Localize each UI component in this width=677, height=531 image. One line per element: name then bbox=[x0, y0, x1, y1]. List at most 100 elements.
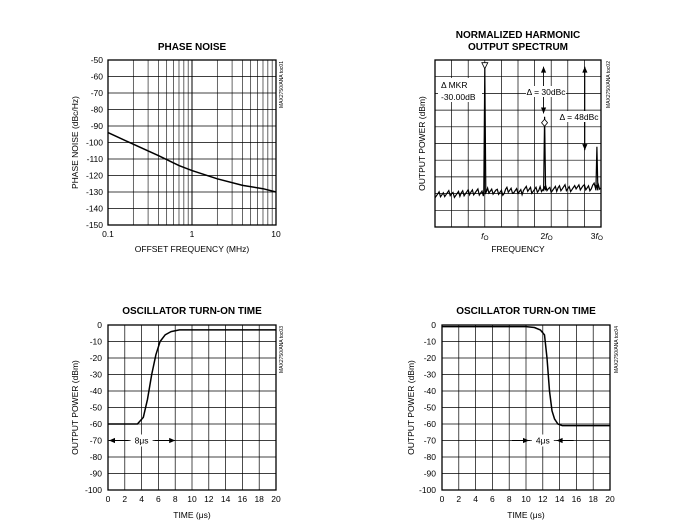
y-axis-label: OUTPUT POWER (dBm) bbox=[417, 96, 427, 191]
plot-frame bbox=[107, 59, 277, 226]
side-label: MAX2750/ANA toc02 bbox=[606, 61, 612, 108]
x-tick-label: 14 bbox=[555, 494, 565, 504]
y-tick-label: -120 bbox=[86, 171, 103, 181]
x-tick-label: 3fO bbox=[591, 231, 603, 242]
y-tick-label: -50 bbox=[90, 403, 103, 413]
x-tick-label: fO bbox=[481, 231, 488, 242]
y-tick-label: -100 bbox=[419, 485, 436, 495]
x-tick-label: 12 bbox=[204, 494, 214, 504]
y-tick-label: -40 bbox=[90, 386, 103, 396]
arrow-left-icon bbox=[556, 437, 563, 444]
annotation-background bbox=[526, 86, 566, 97]
x-tick-label: 8 bbox=[507, 494, 512, 504]
y-tick-label: -70 bbox=[91, 88, 104, 98]
x-tick-label: 10 bbox=[271, 229, 281, 239]
chart-title-line: NORMALIZED HARMONIC bbox=[456, 30, 580, 41]
y-tick-label: -130 bbox=[86, 187, 103, 197]
arrow-right-icon bbox=[523, 437, 529, 444]
duration-label: 4μs bbox=[536, 436, 550, 446]
marker-value: -30.00dB bbox=[441, 92, 476, 102]
y-tick-label: -100 bbox=[85, 485, 102, 495]
x-tick-label: 2 bbox=[122, 494, 127, 504]
y-tick-label: -80 bbox=[90, 452, 103, 462]
annotation-background bbox=[438, 78, 482, 102]
y-tick-label: -50 bbox=[91, 55, 104, 65]
arrow-down-icon bbox=[540, 107, 547, 114]
y-axis-label: OUTPUT POWER (dBm) bbox=[70, 360, 80, 455]
y-tick-label: -20 bbox=[90, 353, 103, 363]
x-axis-label: TIME (μs) bbox=[173, 510, 211, 520]
y-tick-label: -80 bbox=[424, 452, 437, 462]
y-tick-label: -60 bbox=[424, 419, 437, 429]
phase-noise-line bbox=[107, 131, 277, 193]
side-label: MAX2750/ANA toc03 bbox=[279, 326, 285, 373]
chart-title: OSCILLATOR TURN-ON TIME bbox=[122, 306, 262, 317]
chart-title: PHASE NOISE bbox=[158, 42, 227, 53]
annotation-background bbox=[559, 111, 599, 122]
arrow-left-icon bbox=[109, 437, 115, 444]
marker-label: Δ MKR bbox=[441, 80, 467, 90]
y-tick-label: -90 bbox=[91, 121, 104, 131]
y-tick-label: -150 bbox=[86, 220, 103, 230]
y-tick-label: -30 bbox=[90, 370, 103, 380]
y-tick-label: -60 bbox=[90, 419, 103, 429]
x-tick-label: 12 bbox=[538, 494, 548, 504]
delta-48-label: Δ = 48dBc bbox=[560, 112, 600, 122]
y-tick-label: 0 bbox=[431, 320, 436, 330]
arrow-up-icon bbox=[582, 66, 588, 73]
plot-frame bbox=[441, 324, 611, 491]
x-tick-label: 20 bbox=[605, 494, 615, 504]
y-tick-label: -90 bbox=[90, 469, 103, 479]
spectrum-trace bbox=[434, 66, 602, 199]
phase-noise-chart: -50 -60 -70 -80 -90 -100 -110 -120 -130 -140 -1500… bbox=[70, 42, 285, 254]
arrow-down-icon bbox=[582, 144, 588, 151]
y-tick-label: -20 bbox=[424, 353, 437, 363]
x-tick-label: 4 bbox=[139, 494, 144, 504]
x-tick-label: 0 bbox=[440, 494, 445, 504]
arrow-right-icon bbox=[169, 437, 176, 444]
y-tick-label: -70 bbox=[90, 436, 103, 446]
y-tick-label: -10 bbox=[424, 337, 437, 347]
chart-title: OSCILLATOR TURN-ON TIME bbox=[456, 306, 596, 317]
x-tick-label: 6 bbox=[156, 494, 161, 504]
x-tick-label: 6 bbox=[490, 494, 495, 504]
x-tick-label: 14 bbox=[221, 494, 231, 504]
y-tick-label: -50 bbox=[424, 403, 437, 413]
output-power-line bbox=[442, 325, 610, 427]
x-tick-label: 1 bbox=[190, 229, 195, 239]
y-tick-label: -10 bbox=[90, 337, 103, 347]
annotation-background bbox=[130, 434, 153, 447]
y-tick-label: -90 bbox=[424, 469, 437, 479]
x-tick-label: 8 bbox=[173, 494, 178, 504]
y-tick-label: -110 bbox=[87, 154, 104, 164]
plot-frame bbox=[107, 324, 277, 491]
turn-on-time-chart-left: 0 -10 -20 -30 -40 -50 -60 -70 -80 -90 -100 0 2 4 6 8 10 1… bbox=[70, 306, 285, 520]
side-label: MAX2750/ANA toc04 bbox=[614, 326, 620, 373]
y-tick-label: 0 bbox=[97, 320, 102, 330]
side-label: MAX2750/ANA toc01 bbox=[279, 61, 285, 108]
marker-diamond-icon bbox=[541, 118, 549, 127]
y-tick-label: -80 bbox=[91, 105, 104, 115]
duration-label: 8μs bbox=[135, 436, 149, 446]
x-tick-label: 16 bbox=[572, 494, 582, 504]
x-tick-label: 16 bbox=[238, 494, 248, 504]
turn-on-time-chart-right: 0 -10 -20 -30 -40 -50 -60 -70 -80 -90 -100 0 2 4 6 8 10 1… bbox=[406, 306, 620, 520]
x-tick-label: 10 bbox=[187, 494, 197, 504]
annotation-background bbox=[531, 434, 554, 447]
chart-title-line: OUTPUT SPECTRUM bbox=[468, 42, 568, 53]
plot-frame bbox=[434, 59, 602, 228]
y-axis-label: OUTPUT POWER (dBm) bbox=[406, 360, 416, 455]
y-axis-label: PHASE NOISE (dBc/Hz) bbox=[70, 96, 80, 189]
output-power-line bbox=[108, 329, 276, 425]
x-axis-label: TIME (μs) bbox=[507, 510, 545, 520]
x-tick-label: 2fO bbox=[540, 231, 552, 242]
y-tick-label: -40 bbox=[424, 386, 437, 396]
y-tick-label: -100 bbox=[86, 138, 103, 148]
arrow-up-icon bbox=[540, 66, 547, 73]
x-tick-label: 18 bbox=[254, 494, 264, 504]
x-tick-label: 20 bbox=[271, 494, 281, 504]
y-tick-label: -60 bbox=[91, 72, 104, 82]
y-tick-label: -30 bbox=[424, 370, 437, 380]
